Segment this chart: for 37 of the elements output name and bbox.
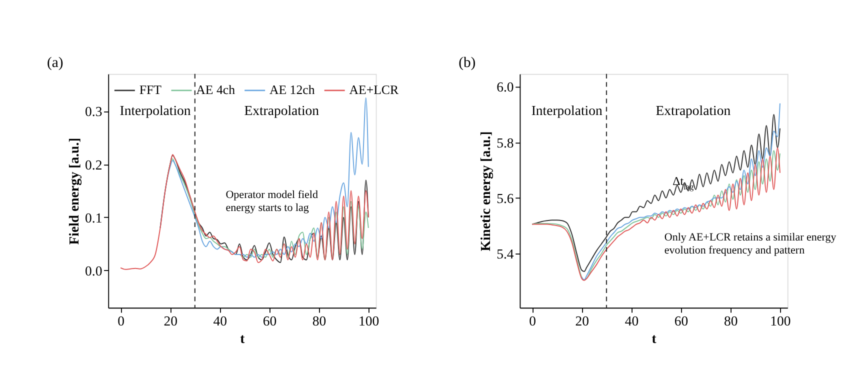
y-tick-label: 0.2 (85, 157, 102, 172)
x-tick-label: 40 (213, 314, 228, 329)
y-tick-label: 0.0 (85, 264, 102, 279)
y-axis-title: Field energy [a.u.] (66, 138, 83, 245)
annotation: Extrapolation (656, 103, 731, 118)
y-tick-label: 6.0 (496, 80, 514, 95)
x-tick-label: 80 (312, 314, 326, 329)
x-tick-label: 0 (118, 314, 125, 329)
legend-label: AE 4ch (196, 83, 236, 98)
y-tick-label: 5.4 (496, 246, 514, 262)
x-tick-label: 100 (358, 314, 380, 329)
x-tick-label: 60 (262, 314, 277, 329)
x-tick-label: 20 (164, 314, 178, 329)
x-tick-label: 80 (724, 314, 738, 329)
annotation: Operator model field energy starts to lag (226, 189, 318, 214)
y-tick-label: 5.6 (496, 190, 514, 206)
annotation: Interpolation (531, 103, 602, 118)
x-tick-label: 40 (624, 314, 639, 329)
legend-label: AE 12ch (270, 83, 316, 98)
x-axis-title: t (652, 330, 657, 346)
chart-title: (b) (458, 54, 476, 71)
chart-title: (a) (46, 54, 64, 71)
line-series (120, 154, 369, 270)
legend-label: FFT (139, 83, 162, 98)
y-tick-label: 0.1 (85, 210, 102, 226)
y-tick-label: 5.8 (496, 135, 514, 150)
annotation: Extrapolation (244, 103, 320, 118)
legend-label: AE+LCR (349, 83, 399, 98)
x-tick-label: 20 (575, 314, 590, 329)
y-tick-label: 0.3 (85, 104, 102, 120)
x-axis-title: t (240, 330, 246, 346)
annotation: Only AE+LCR retains a similar energy evolution frequency and pattern (664, 232, 837, 256)
y-axis-title: Kinetic energy [a.u.] (478, 131, 494, 252)
x-tick-label: 100 (770, 314, 791, 329)
x-tick-label: 0 (529, 314, 536, 329)
x-tick-label: 60 (674, 314, 688, 329)
annotation: Interpolation (120, 103, 191, 118)
